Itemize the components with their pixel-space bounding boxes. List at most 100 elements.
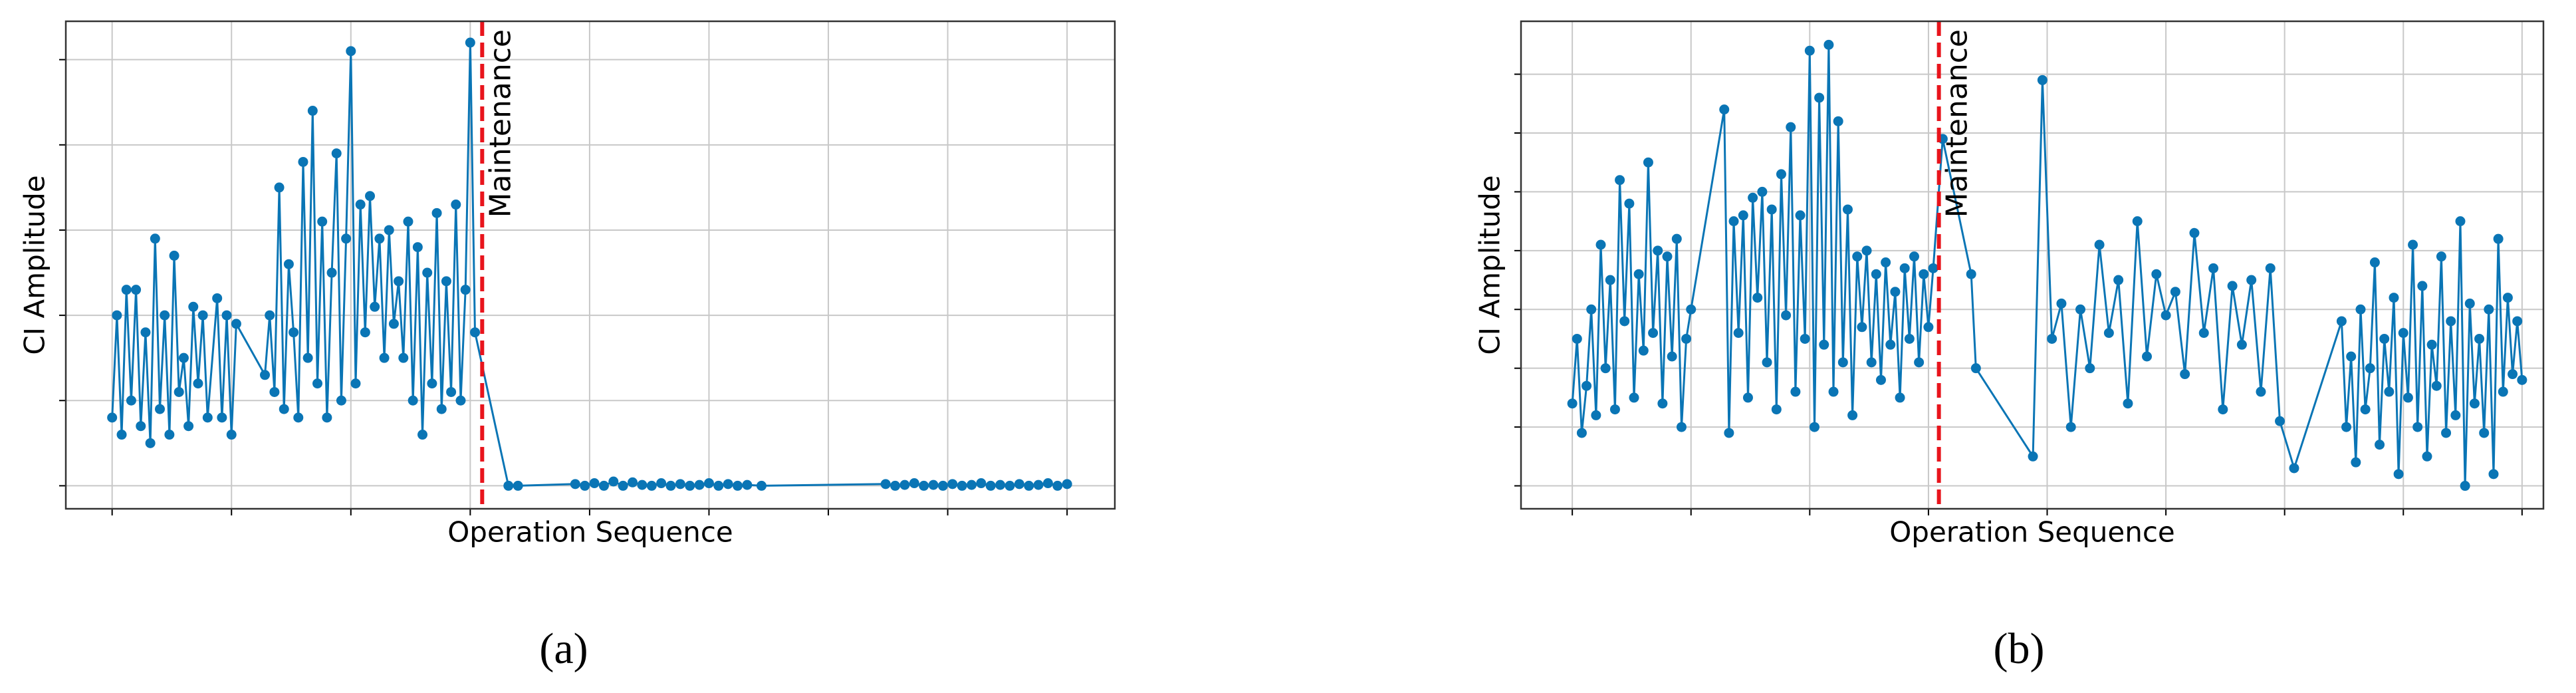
data-point (1748, 192, 1758, 203)
data-point (431, 208, 442, 218)
maintenance-label: Maintenance (1940, 29, 1974, 217)
data-point (2375, 440, 2385, 450)
data-point (412, 242, 423, 253)
data-point (598, 480, 609, 491)
data-point (1885, 339, 1896, 350)
data-point (2028, 451, 2038, 462)
data-point (995, 480, 1006, 490)
data-point (1970, 363, 1981, 374)
data-point (2218, 404, 2228, 415)
data-point (1837, 357, 1848, 368)
data-point (919, 480, 929, 491)
data-point (465, 37, 475, 48)
data-point (279, 404, 289, 414)
x-axis-label: Operation Sequence (1889, 516, 2175, 549)
data-point (388, 319, 399, 329)
data-point (193, 378, 203, 389)
data-point (1676, 422, 1687, 432)
data-point (1966, 269, 1976, 279)
data-point (1609, 404, 1620, 415)
data-point (637, 480, 647, 490)
data-point (2365, 363, 2375, 374)
data-point (1852, 251, 1863, 262)
data-point (1904, 333, 1915, 344)
data-point (2208, 263, 2219, 273)
data-point (608, 476, 619, 487)
data-point (513, 480, 523, 491)
data-point (1643, 157, 1653, 168)
data-point (890, 480, 901, 491)
data-point (656, 478, 667, 489)
data-point (1833, 116, 1843, 126)
data-point (2085, 363, 2095, 374)
data-point (1004, 480, 1015, 491)
data-point (1809, 422, 1819, 432)
data-point (1586, 304, 1597, 315)
data-point (1686, 304, 1697, 315)
data-point (2426, 339, 2437, 350)
data-point (441, 276, 451, 287)
y-axis-label: CI Amplitude (1474, 175, 1506, 354)
data-point (2346, 351, 2357, 362)
data-point (164, 430, 175, 440)
data-point (703, 478, 714, 489)
data-point (1875, 374, 1886, 385)
x-axis-label: Operation Sequence (447, 516, 733, 549)
data-point (2180, 369, 2190, 380)
data-point (2484, 304, 2494, 315)
data-point (694, 480, 705, 490)
data-point (1615, 175, 1625, 186)
data-point (307, 106, 318, 116)
data-point (2517, 374, 2527, 385)
data-point (370, 301, 380, 312)
data-point (160, 310, 170, 321)
data-point (398, 352, 409, 363)
data-point (331, 148, 342, 159)
data-point (2398, 328, 2408, 339)
data-point (1757, 186, 1768, 197)
data-point (2341, 422, 2352, 432)
data-point (1928, 263, 1938, 273)
data-point (1786, 122, 1796, 132)
data-point (1919, 269, 1929, 279)
data-point (713, 480, 724, 491)
data-point (1857, 322, 1867, 333)
data-point (2075, 304, 2086, 315)
data-point (140, 327, 151, 338)
data-point (909, 478, 919, 489)
data-point (1776, 169, 1786, 180)
data-point (1024, 480, 1034, 491)
data-point (2123, 398, 2133, 409)
data-point (1819, 339, 1829, 350)
data-point (350, 378, 361, 389)
data-point (2422, 451, 2432, 462)
data-point (1567, 398, 1578, 409)
data-point (403, 216, 413, 227)
data-point (2512, 316, 2523, 327)
data-point (2450, 410, 2461, 420)
data-point (2236, 339, 2247, 350)
data-point (1781, 310, 1792, 321)
data-point (2103, 328, 2114, 339)
data-point (1823, 39, 1834, 50)
data-point (1771, 404, 1782, 415)
data-point (374, 233, 385, 244)
data-point (2436, 251, 2446, 262)
data-point (1866, 357, 1877, 368)
data-point (1633, 269, 1644, 279)
data-point (174, 386, 184, 397)
data-point (723, 479, 733, 489)
data-point (742, 480, 753, 490)
data-point (451, 200, 461, 210)
data-point (283, 259, 294, 269)
data-point (197, 310, 208, 321)
data-point (1605, 275, 1615, 285)
data-point (665, 480, 676, 491)
data-point (2389, 293, 2399, 303)
data-point (2446, 316, 2456, 327)
data-point (733, 480, 743, 491)
data-point (1595, 239, 1606, 250)
data-point (899, 480, 910, 490)
data-point (2142, 351, 2153, 362)
data-point (2369, 257, 2380, 268)
